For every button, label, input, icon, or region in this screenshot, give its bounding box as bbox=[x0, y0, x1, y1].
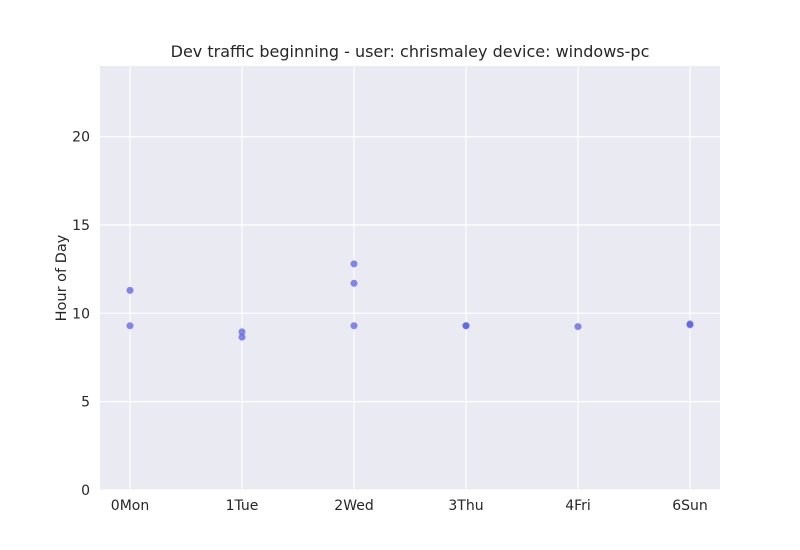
y-tick-label: 0 bbox=[81, 483, 90, 499]
x-tick-label: 1Tue bbox=[226, 498, 259, 514]
y-tick-labels: 0 5 10 15 20 bbox=[72, 130, 90, 499]
data-point bbox=[686, 321, 694, 329]
x-tick-label: 4Fri bbox=[565, 498, 591, 514]
data-points bbox=[126, 260, 694, 341]
x-tick-label: 6Sun bbox=[672, 498, 708, 514]
y-tick-label: 20 bbox=[72, 130, 90, 146]
data-point bbox=[350, 322, 358, 330]
data-point bbox=[238, 333, 246, 341]
data-point bbox=[350, 260, 358, 268]
y-tick-label: 5 bbox=[81, 395, 90, 411]
y-gridlines bbox=[100, 136, 720, 491]
x-gridlines bbox=[129, 66, 691, 490]
data-point bbox=[126, 286, 134, 294]
x-tick-label: 2Wed bbox=[334, 498, 373, 514]
data-point bbox=[238, 328, 246, 336]
data-point bbox=[574, 323, 582, 331]
chart-title: Dev traffic beginning - user: chrismaley… bbox=[171, 42, 650, 61]
data-point bbox=[126, 322, 134, 330]
y-axis-label: Hour of Day bbox=[54, 234, 70, 321]
x-tick-label: 3Thu bbox=[448, 498, 483, 514]
y-tick-label: 15 bbox=[72, 218, 90, 234]
data-point bbox=[462, 322, 470, 330]
x-tick-labels: 0Mon 1Tue 2Wed 3Thu 4Fri 6Sun bbox=[111, 498, 708, 514]
plot-area bbox=[100, 66, 720, 490]
data-point bbox=[350, 279, 358, 287]
y-tick-label: 10 bbox=[72, 306, 90, 322]
x-tick-label: 0Mon bbox=[111, 498, 149, 514]
